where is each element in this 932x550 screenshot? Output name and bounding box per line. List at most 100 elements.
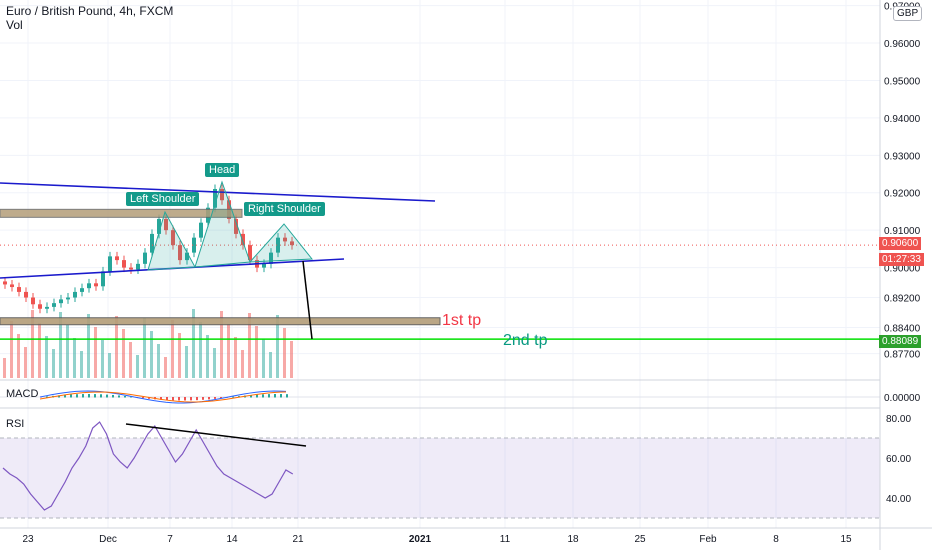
macd-hist-bar [100, 394, 102, 398]
price-tick-label: 0.87700 [884, 350, 921, 361]
volume-bar [199, 322, 202, 378]
macd-hist-bar [208, 397, 210, 400]
rsi-divergence-line [125, 423, 307, 447]
macd-hist-bar [280, 394, 282, 398]
volume-bar [150, 331, 153, 378]
volume-bar [122, 329, 125, 378]
time-tick-label: 2021 [409, 534, 432, 545]
candle-body [45, 306, 49, 309]
candle-body [80, 288, 84, 292]
candle-body [115, 256, 119, 261]
candle-body [269, 252, 273, 264]
volume-bar [115, 316, 118, 378]
macd-hist-bar [286, 394, 288, 398]
candle-body [17, 287, 21, 292]
candle-body [157, 218, 161, 234]
price-tick-label: 0.89200 [884, 294, 921, 305]
macd-hist-bar [46, 396, 48, 398]
tp1-label: 1st tp [442, 312, 482, 329]
candle-body [31, 297, 35, 305]
candle-body [290, 241, 294, 246]
time-tick-label: 7 [167, 534, 173, 545]
volume-bar [276, 315, 279, 378]
right-shoulder-label: Right Shoulder [244, 202, 325, 216]
macd-hist-bar [130, 396, 132, 398]
volume-bar [234, 337, 237, 378]
currency-badge[interactable]: GBP [893, 6, 923, 21]
macd-hist-bar [142, 397, 144, 399]
macd-hist-bar [94, 394, 96, 398]
upper-trendline [0, 182, 436, 202]
candle-body [276, 237, 280, 253]
rsi-tick-label: 80.00 [886, 414, 911, 425]
volume-bar [220, 311, 223, 378]
price-tick-label: 0.92000 [884, 189, 921, 200]
price-tick-label: 0.88400 [884, 323, 921, 334]
time-tick-label: 18 [567, 534, 579, 545]
time-tick-label: 25 [634, 534, 646, 545]
candle-body [52, 303, 56, 307]
macd-hist-bar [88, 394, 90, 398]
chart-header: Euro / British Pound, 4h, FXCM Vol [6, 4, 173, 32]
volume-bar [108, 353, 111, 378]
left-shoulder-shape [147, 210, 196, 271]
candle-body [129, 267, 133, 270]
candle-body [10, 284, 14, 288]
volume-bar [171, 320, 174, 378]
volume-bar [178, 333, 181, 378]
volume-bar [283, 328, 286, 378]
price-tick-label: 0.96000 [884, 39, 921, 50]
macd-hist-bar [124, 395, 126, 398]
candle-body [108, 256, 112, 272]
candle-body [213, 189, 217, 208]
candle-body [87, 283, 91, 289]
time-tick-label: Feb [699, 534, 717, 545]
candle-body [283, 237, 287, 242]
price-tick-label: 0.91000 [884, 226, 921, 237]
macd-hist-bar [112, 394, 114, 398]
time-tick-label: 15 [840, 534, 852, 545]
volume-bar [206, 335, 209, 378]
macd-hist-bar [220, 397, 222, 399]
macd-hist-bar [202, 397, 204, 400]
macd-hist-bar [190, 397, 192, 401]
volume-bar [38, 323, 41, 378]
price-tick-label: 0.94000 [884, 114, 921, 125]
macd-hist-bar [184, 397, 186, 401]
right-shoulder-shape [248, 223, 314, 263]
signal-line [39, 391, 287, 403]
macd-tick-label: 0.00000 [884, 393, 921, 404]
tp2-label: 2nd tp [503, 332, 548, 349]
macd-hist-bar [64, 394, 66, 398]
volume-bar [262, 339, 265, 378]
candle-body [94, 283, 98, 287]
resistance-zone [0, 208, 243, 218]
candle-body [220, 189, 224, 201]
head-shape [194, 180, 251, 268]
macd-hist-bar [76, 394, 78, 398]
time-tick-label: Dec [99, 534, 117, 545]
volume-bar [192, 309, 195, 378]
head-label: Head [205, 163, 240, 177]
macd-hist-bar [268, 394, 270, 398]
candle-body [192, 237, 196, 253]
rsi-tick-label: 60.00 [886, 454, 911, 465]
volume-bar [94, 327, 97, 378]
volume-bar [73, 338, 76, 378]
volume-bar [157, 344, 160, 378]
candle-body [178, 245, 182, 261]
candle-body [59, 299, 63, 304]
macd-hist-bar [118, 395, 120, 398]
candle-body [150, 233, 154, 253]
candle-body [185, 252, 189, 261]
rsi-line [2, 421, 294, 511]
price-tick-label: 0.95000 [884, 76, 921, 87]
volume-bar [3, 358, 6, 378]
macd-label: MACD [6, 388, 39, 400]
time-tick-label: 11 [500, 534, 511, 545]
macd-hist-bar [172, 397, 174, 401]
candle-body [38, 304, 42, 309]
volume-bar [143, 318, 146, 378]
candle-body [101, 271, 105, 287]
